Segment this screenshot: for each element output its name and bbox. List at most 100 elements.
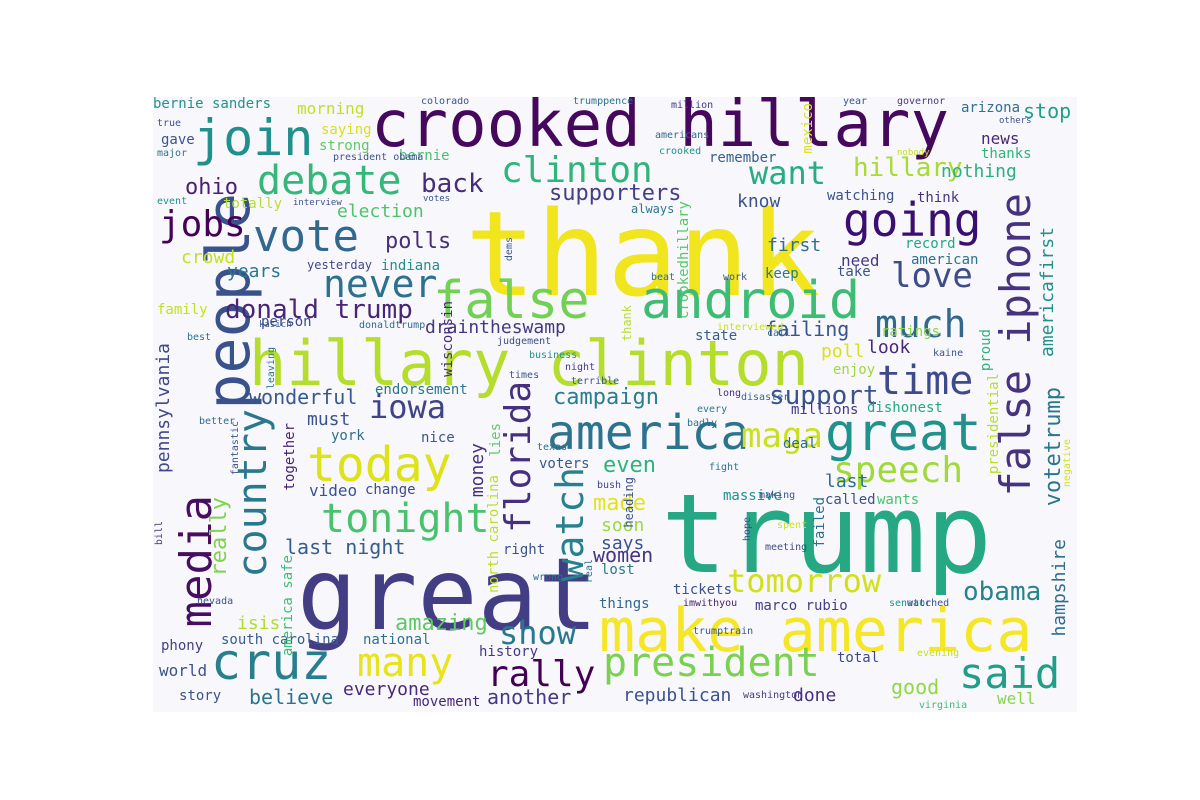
word: enjoy [833, 362, 876, 378]
word: national [363, 632, 431, 648]
word: fantastic [230, 421, 241, 476]
word: yesterday [307, 258, 373, 272]
word: strong [319, 138, 370, 154]
word: endorsement [375, 382, 468, 398]
word: must [307, 409, 351, 430]
word: watched [907, 598, 950, 609]
word: tomorrow [727, 562, 882, 600]
word: know [737, 191, 781, 212]
word: movement [413, 694, 481, 710]
word: debate [257, 158, 402, 204]
word: time [877, 358, 974, 404]
word: first [767, 235, 822, 256]
word: marco rubio [755, 598, 848, 614]
word: show [499, 614, 577, 652]
word: disaster [741, 392, 790, 403]
word: donaldtrump [359, 320, 426, 331]
word: governor [897, 97, 946, 107]
word: trump [661, 470, 993, 598]
word: best [187, 332, 212, 343]
word: vote [253, 211, 359, 262]
word: negative [1062, 439, 1073, 488]
word: world [159, 661, 208, 680]
word: true [157, 118, 182, 129]
word: nothing [941, 161, 1017, 182]
word: never [323, 262, 438, 306]
word: presidential [986, 373, 1002, 475]
word: massive [723, 488, 783, 504]
word: americans [655, 130, 710, 141]
word: president [603, 640, 820, 686]
word: today [307, 437, 452, 493]
word: nevada [197, 596, 234, 607]
word: wonderful [249, 385, 358, 409]
word: crowd [181, 247, 236, 268]
word: fight [709, 462, 740, 473]
word: night [565, 362, 596, 373]
word: tickets [673, 582, 733, 598]
word: wisconsin [440, 301, 456, 377]
word: years [227, 261, 282, 282]
word: republican [623, 685, 732, 706]
word: lost [601, 562, 635, 578]
word: heading [622, 477, 636, 528]
word: year [843, 97, 868, 107]
word: done [793, 685, 837, 706]
word: need [841, 251, 880, 270]
word: news [981, 129, 1020, 148]
word: really [207, 497, 232, 577]
word: lies [488, 423, 504, 457]
word: work [723, 272, 748, 283]
word: poll [821, 341, 865, 362]
word: totally [223, 196, 283, 212]
word: together [282, 423, 298, 491]
word: said [959, 649, 1061, 698]
word: ratings [881, 324, 941, 340]
word: make america [599, 596, 1033, 666]
word: kaine [933, 348, 964, 359]
word: north carolina [486, 475, 502, 594]
word: interview [293, 198, 342, 208]
word: arizona [961, 100, 1021, 116]
word: meeting [765, 542, 808, 553]
word: america safe [280, 555, 296, 657]
word: york [331, 428, 365, 444]
word: terrible [571, 376, 620, 387]
word: obama [963, 577, 1042, 607]
word: florida [498, 381, 539, 533]
word: nobody [897, 148, 930, 158]
word: bill [154, 521, 165, 546]
word: long [717, 388, 742, 399]
word: badly [687, 418, 718, 429]
word: false [433, 271, 590, 331]
word: dems [504, 237, 515, 262]
word: even [603, 453, 656, 478]
word: others [999, 116, 1032, 126]
word: person [261, 314, 312, 330]
word: millions [791, 402, 859, 418]
word: kasich [259, 320, 292, 330]
word: thanks [981, 146, 1032, 162]
word: gave [161, 132, 195, 148]
word: dishonest [867, 400, 943, 416]
word: making [759, 490, 796, 501]
word: voters [539, 456, 590, 472]
word: campaign [553, 385, 659, 410]
word: saying [321, 122, 372, 138]
word: everyone [343, 679, 430, 700]
word: called [825, 492, 876, 508]
word: major [157, 148, 188, 159]
word: interviewed [717, 322, 784, 333]
word: history [479, 644, 539, 660]
word: proud [978, 329, 994, 372]
word: hope [742, 517, 753, 542]
word-cloud: thank trump great crooked hillary hillar… [153, 97, 1077, 712]
word: spent [777, 520, 808, 531]
word: million [671, 100, 714, 111]
word: think [917, 190, 960, 206]
word: video [309, 481, 358, 500]
word: clinton [501, 150, 653, 191]
word: business [529, 350, 578, 361]
word: cruz [211, 633, 332, 691]
word: supporters [549, 181, 682, 206]
